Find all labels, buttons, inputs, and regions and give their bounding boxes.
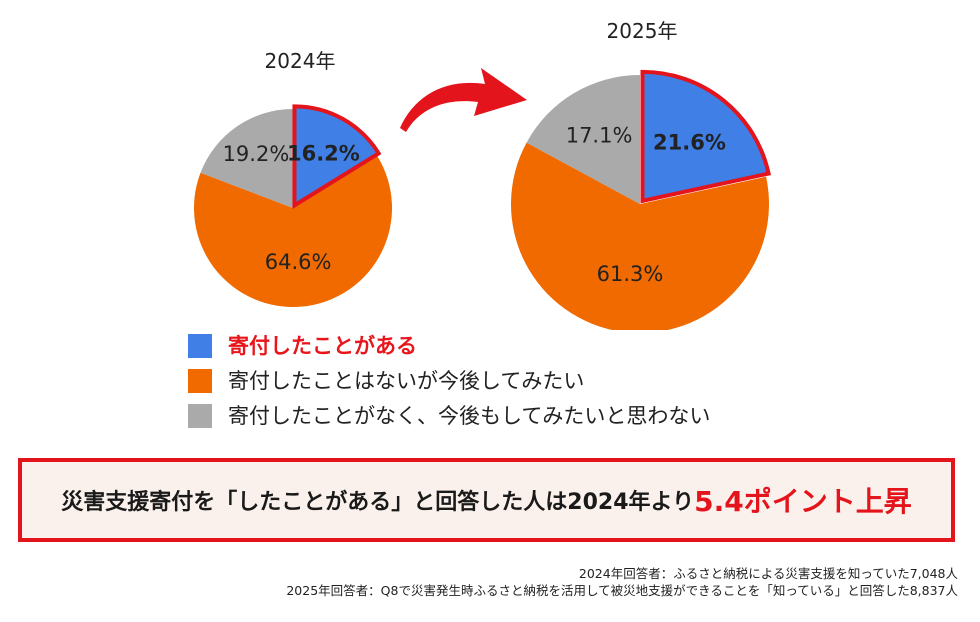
pie-2025-label-donated: 21.6% (653, 131, 726, 155)
legend-label-not-interested: 寄付したことがなく、今後もしてみたいと思わない (228, 404, 711, 428)
legend-label-donated: 寄付したことがある (228, 334, 417, 358)
legend-item-want-to-donate: 寄付したことはないが今後してみたい (188, 369, 710, 393)
pie-2024-label-not-interested: 19.2% (223, 142, 290, 166)
legend: 寄付したことがある 寄付したことはないが今後してみたい 寄付したことがなく、今後… (188, 334, 710, 439)
pie-2025-slice-want-to-donate (511, 142, 769, 330)
respondent-notes: 2024年回答者：ふるさと納税による災害支援を知っていた7,048人 2025年… (286, 565, 958, 599)
respondent-note-2024: 2024年回答者：ふるさと納税による災害支援を知っていた7,048人 (578, 566, 958, 581)
pie-2024-label-want-to-donate: 64.6% (265, 250, 332, 274)
pie-charts: 2024年 16.2% 64.6% 19.2% 2025年 21.6% 61.3% 17.1… (194, 19, 771, 330)
legend-item-not-interested: 寄付したことがなく、今後もしてみたいと思わない (188, 404, 710, 428)
pie-2024-slice-want-to-donate (194, 156, 392, 308)
legend-swatch-not-interested (188, 404, 212, 428)
pie-2025-slice-donated (640, 69, 771, 204)
pie-chart-2025: 2025年 21.6% 61.3% 17.1% (511, 19, 771, 330)
legend-swatch-donated (188, 334, 212, 358)
legend-item-donated: 寄付したことがある (188, 334, 710, 358)
legend-swatch-want-to-donate (188, 369, 212, 393)
pie-2024-slice-donated (292, 104, 382, 209)
pie-chart-2024: 2024年 16.2% 64.6% 19.2% (194, 49, 392, 308)
summary-callout-highlight: 5.4ポイント上昇 (694, 485, 912, 518)
pie-title-2025: 2025年 (607, 19, 678, 43)
summary-callout-text: 災害支援寄付を「したことがある」と回答した人は2024年より (61, 490, 695, 515)
pie-title-2024: 2024年 (265, 49, 336, 73)
legend-label-want-to-donate: 寄付したことはないが今後してみたい (228, 369, 585, 393)
pie-2025-label-want-to-donate: 61.3% (597, 262, 664, 286)
respondent-note-2025: 2025年回答者：Q8で災害発生時ふるさと納税を活用して被災地支援ができることを… (286, 583, 958, 598)
pie-2025-slice-not-interested (526, 75, 640, 204)
pie-2024-slice-not-interested (200, 109, 293, 208)
summary-callout: 災害支援寄付を「したことがある」と回答した人は2024年より 5.4ポイント上昇 (18, 458, 955, 542)
pie-2024-label-donated: 16.2% (287, 142, 360, 166)
curved-arrow-right-icon (400, 68, 527, 132)
pie-2025-label-not-interested: 17.1% (566, 123, 633, 147)
